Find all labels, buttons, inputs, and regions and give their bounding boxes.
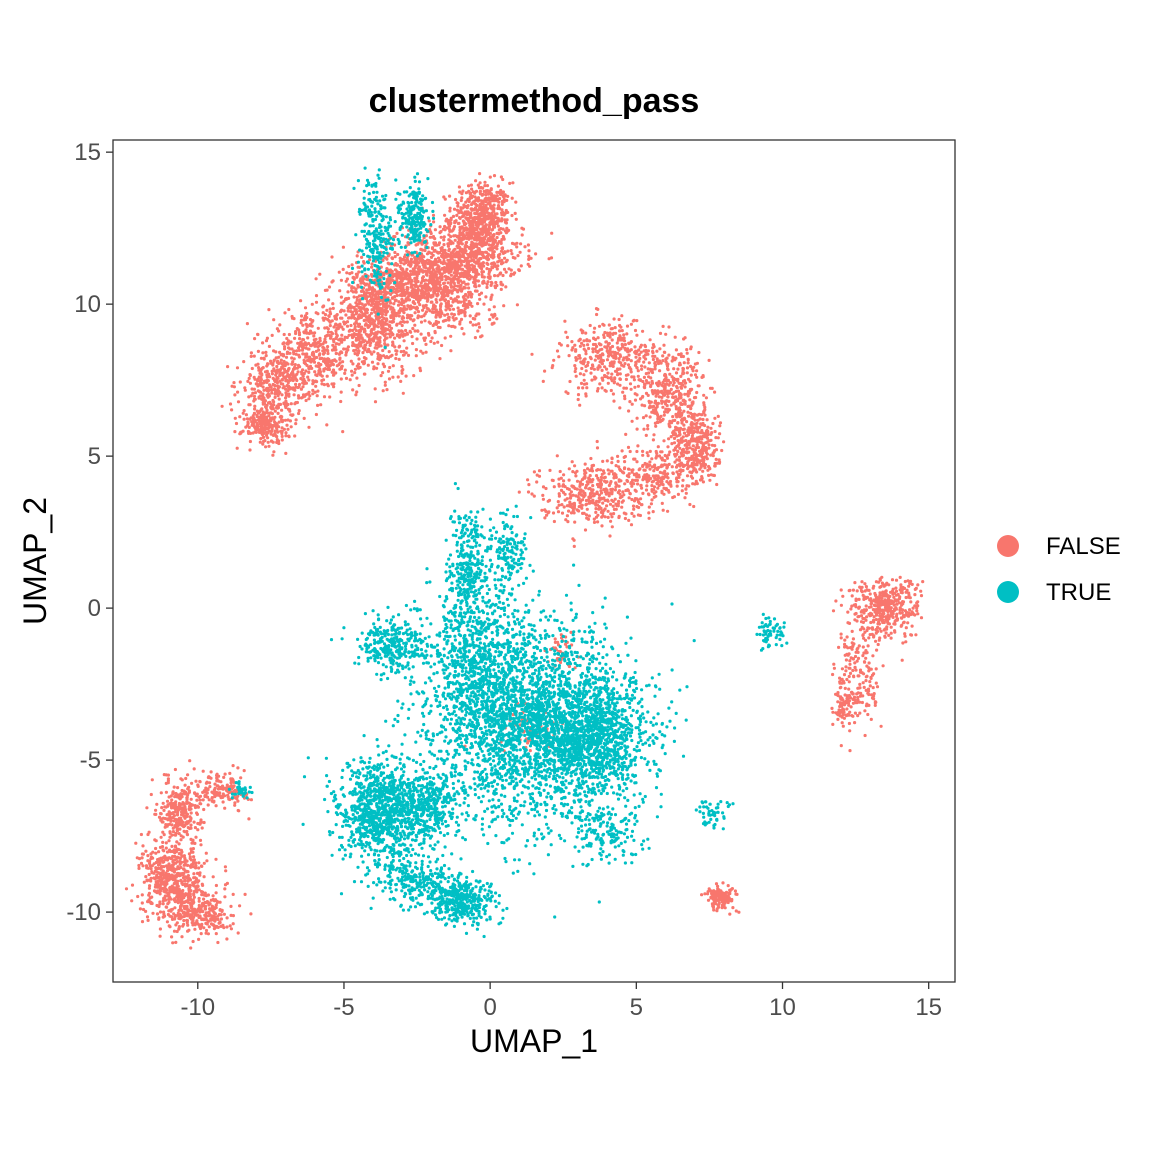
x-tick-label: -10 bbox=[180, 994, 215, 1021]
series-true-points bbox=[227, 166, 789, 939]
legend-label-false: FALSE bbox=[1046, 533, 1121, 560]
x-axis-title: UMAP_1 bbox=[470, 1023, 598, 1059]
legend-key-false bbox=[997, 535, 1019, 557]
y-axis-title: UMAP_2 bbox=[17, 497, 53, 625]
scatter-points bbox=[124, 166, 925, 950]
x-tick-label: 5 bbox=[630, 994, 643, 1021]
y-tick-label: 15 bbox=[74, 139, 101, 166]
y-tick-label: -5 bbox=[80, 747, 101, 774]
chart-title: clustermethod_pass bbox=[369, 82, 700, 120]
y-tick-label: 10 bbox=[74, 291, 101, 318]
legend-label-true: TRUE bbox=[1046, 579, 1111, 606]
x-tick-label: 0 bbox=[483, 994, 496, 1021]
y-tick-label: -10 bbox=[66, 899, 101, 926]
legend: FALSE TRUE bbox=[997, 533, 1121, 606]
x-tick-label: -5 bbox=[333, 994, 354, 1021]
x-tick-label: 10 bbox=[769, 994, 796, 1021]
y-tick-label: 5 bbox=[88, 443, 101, 470]
y-tick-label: 0 bbox=[88, 595, 101, 622]
x-axis: -10 -5 0 5 10 15 bbox=[180, 982, 942, 1021]
legend-key-true bbox=[997, 581, 1019, 603]
x-tick-label: 15 bbox=[915, 994, 942, 1021]
y-axis: -10 -5 0 5 10 15 bbox=[66, 139, 113, 926]
series-true-cloud bbox=[227, 166, 789, 939]
panel-border bbox=[112, 139, 956, 983]
